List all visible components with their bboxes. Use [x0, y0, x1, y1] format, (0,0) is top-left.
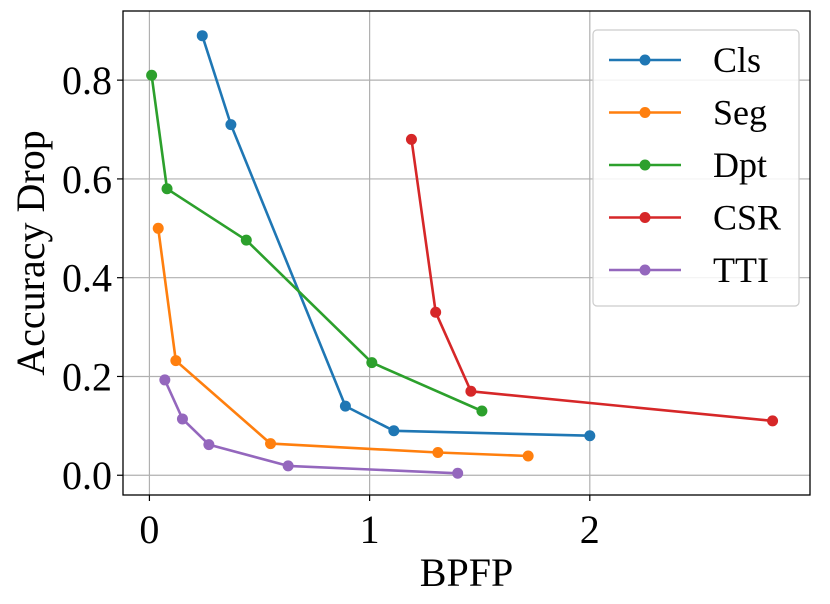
data-point-tti: [159, 374, 171, 386]
y-tick-label: 0.0: [62, 453, 112, 498]
y-tick-label: 0.4: [62, 256, 112, 301]
data-point-csr: [465, 385, 477, 397]
x-axis-label: BPFP: [420, 550, 513, 595]
data-point-cls: [225, 119, 237, 131]
data-point-cls: [584, 430, 596, 442]
legend-label: CSR: [713, 198, 781, 238]
legend-item-csr: CSR: [609, 198, 781, 238]
data-point-dpt: [366, 357, 378, 369]
data-point-tti: [176, 413, 188, 425]
legend-item-seg: Seg: [609, 93, 767, 133]
data-point-csr: [430, 306, 442, 318]
legend-marker: [639, 159, 651, 171]
series-line-cls: [201, 35, 590, 437]
data-point-cls: [196, 30, 208, 42]
series-cls: [196, 30, 596, 442]
series-line-csr: [410, 139, 773, 423]
y-tick-label: 0.6: [62, 157, 112, 202]
legend: Cls Seg Dpt CSR TTI: [592, 29, 800, 307]
series-line-tti: [163, 379, 458, 475]
data-point-seg: [522, 450, 534, 462]
legend-marker: [639, 54, 651, 66]
data-point-tti: [452, 467, 464, 479]
legend-label: Dpt: [713, 145, 767, 185]
legend-item-tti: TTI: [609, 250, 769, 290]
data-point-dpt: [476, 405, 488, 417]
legend-marker: [639, 212, 651, 223]
grid: [123, 11, 810, 495]
x-tick-label: 0: [139, 507, 159, 552]
x-tick-label: 2: [580, 507, 600, 552]
x-ticks: 0 1 2: [139, 495, 600, 552]
legend-item-cls: Cls: [609, 40, 761, 80]
y-ticks: 0.0 0.2 0.4 0.6 0.8: [62, 58, 123, 498]
data-point-csr: [767, 415, 779, 427]
legend-item-dpt: Dpt: [609, 145, 767, 185]
legend-box: [592, 29, 800, 307]
series-line-dpt: [150, 75, 483, 413]
y-tick-label: 0.8: [62, 58, 112, 103]
data-point-tti: [282, 460, 294, 472]
legend-label: Seg: [713, 93, 767, 133]
series-seg: [152, 222, 534, 462]
data-point-dpt: [240, 234, 252, 246]
data-point-seg: [152, 222, 164, 234]
y-axis-label: Accuracy Drop: [8, 130, 53, 375]
series-layer: [146, 30, 779, 479]
series-tti: [159, 374, 464, 479]
data-point-dpt: [161, 183, 173, 195]
x-tick-label: 1: [360, 507, 380, 552]
data-point-csr: [405, 133, 417, 145]
series-dpt: [146, 69, 488, 417]
data-point-cls: [388, 425, 400, 437]
data-point-dpt: [146, 69, 158, 81]
legend-marker: [639, 264, 651, 276]
legend-label: Cls: [713, 40, 761, 80]
series-line-seg: [156, 228, 529, 458]
data-point-seg: [170, 355, 182, 367]
series-csr: [405, 133, 779, 427]
legend-label: TTI: [713, 250, 769, 290]
data-point-seg: [432, 447, 444, 459]
plot-frame: [122, 10, 811, 496]
y-tick-label: 0.2: [62, 354, 112, 399]
data-point-seg: [265, 438, 277, 450]
data-point-cls: [339, 400, 351, 412]
data-point-tti: [203, 439, 215, 451]
legend-marker: [639, 107, 651, 118]
